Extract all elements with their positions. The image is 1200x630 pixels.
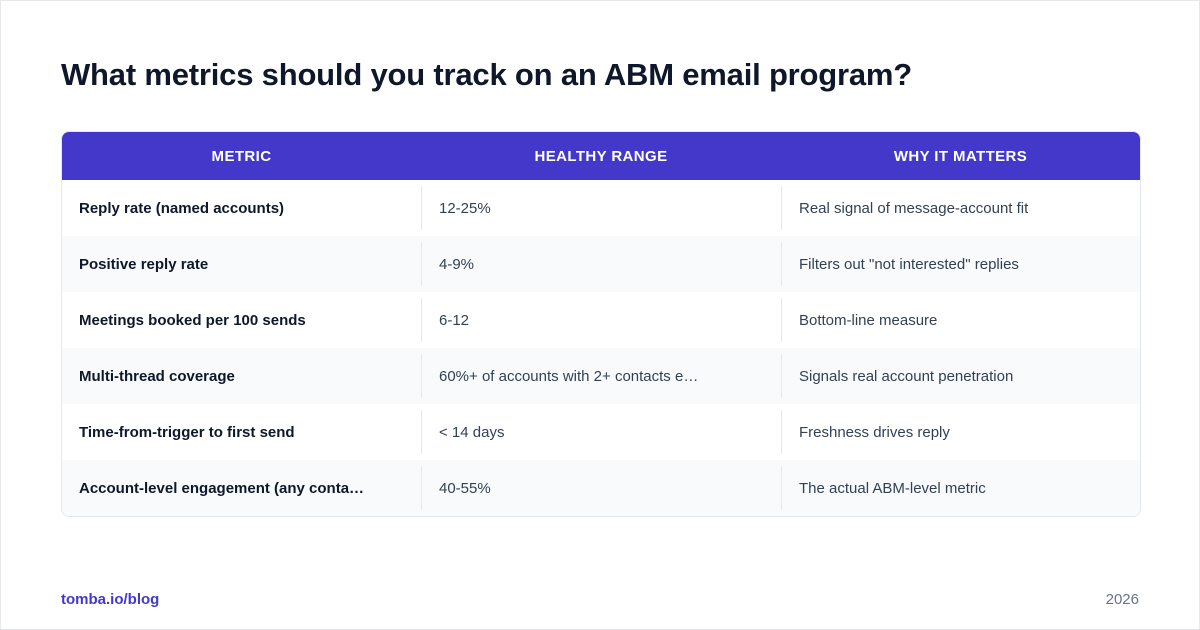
why-it-matters-cell: The actual ABM-level metric [781, 466, 1140, 510]
why-it-matters-cell: Real signal of message-account fit [781, 186, 1140, 230]
blog-link[interactable]: tomba.io/blog [61, 591, 160, 608]
table-row: Multi-thread coverage 60%+ of accounts w… [62, 348, 1140, 404]
healthy-range-cell: 60%+ of accounts with 2+ contacts e… [421, 354, 781, 398]
why-it-matters-text: Signals real account penetration [799, 367, 1014, 385]
table-row: Account-level engagement (any conta… 40-… [62, 460, 1140, 516]
metric-text: Account-level engagement (any conta… [79, 479, 365, 497]
healthy-range-cell: < 14 days [421, 410, 781, 454]
table-body: Reply rate (named accounts) 12-25% Real … [62, 180, 1140, 516]
metric-text: Positive reply rate [79, 255, 209, 273]
why-it-matters-cell: Bottom-line measure [781, 298, 1140, 342]
metric-cell: Positive reply rate [62, 242, 421, 286]
metric-cell: Account-level engagement (any conta… [62, 466, 421, 510]
healthy-range-text: 6-12 [439, 311, 470, 329]
metric-cell: Multi-thread coverage [62, 354, 421, 398]
healthy-range-cell: 6-12 [421, 298, 781, 342]
metric-cell: Time-from-trigger to first send [62, 410, 421, 454]
healthy-range-text: 4-9% [439, 255, 475, 273]
healthy-range-cell: 12-25% [421, 186, 781, 230]
why-it-matters-text: Bottom-line measure [799, 311, 938, 329]
why-it-matters-text: Filters out "not interested" replies [799, 255, 1019, 273]
table-row: Reply rate (named accounts) 12-25% Real … [62, 180, 1140, 236]
column-header-why-it-matters: WHY IT MATTERS [893, 147, 1028, 165]
page-title: What metrics should you track on an ABM … [61, 57, 913, 92]
healthy-range-text: < 14 days [439, 423, 505, 441]
healthy-range-text: 12-25% [439, 199, 491, 217]
why-it-matters-cell: Filters out "not interested" replies [781, 242, 1140, 286]
table-row: Meetings booked per 100 sends 6-12 Botto… [62, 292, 1140, 348]
why-it-matters-cell: Signals real account penetration [781, 354, 1140, 398]
metric-cell: Meetings booked per 100 sends [62, 298, 421, 342]
table-row: Positive reply rate 4-9% Filters out "no… [62, 236, 1140, 292]
metric-cell: Reply rate (named accounts) [62, 186, 421, 230]
table-row: Time-from-trigger to first send < 14 day… [62, 404, 1140, 460]
year-label: 2026 [1105, 591, 1139, 608]
column-header-healthy-range: HEALTHY RANGE [534, 147, 668, 165]
metric-text: Multi-thread coverage [79, 367, 235, 385]
metric-text: Reply rate (named accounts) [79, 199, 285, 217]
table-header: METRIC HEALTHY RANGE WHY IT MATTERS [62, 132, 1140, 180]
why-it-matters-text: Freshness drives reply [799, 423, 950, 441]
why-it-matters-text: The actual ABM-level metric [799, 479, 986, 497]
why-it-matters-text: Real signal of message-account fit [799, 199, 1029, 217]
healthy-range-text: 60%+ of accounts with 2+ contacts e… [439, 367, 699, 385]
healthy-range-cell: 40-55% [421, 466, 781, 510]
metric-text: Meetings booked per 100 sends [79, 311, 306, 329]
metrics-table: METRIC HEALTHY RANGE WHY IT MATTERS Repl… [61, 131, 1141, 517]
why-it-matters-cell: Freshness drives reply [781, 410, 1140, 454]
metric-text: Time-from-trigger to first send [79, 423, 295, 441]
healthy-range-text: 40-55% [439, 479, 491, 497]
healthy-range-cell: 4-9% [421, 242, 781, 286]
column-header-metric: METRIC [211, 147, 272, 165]
